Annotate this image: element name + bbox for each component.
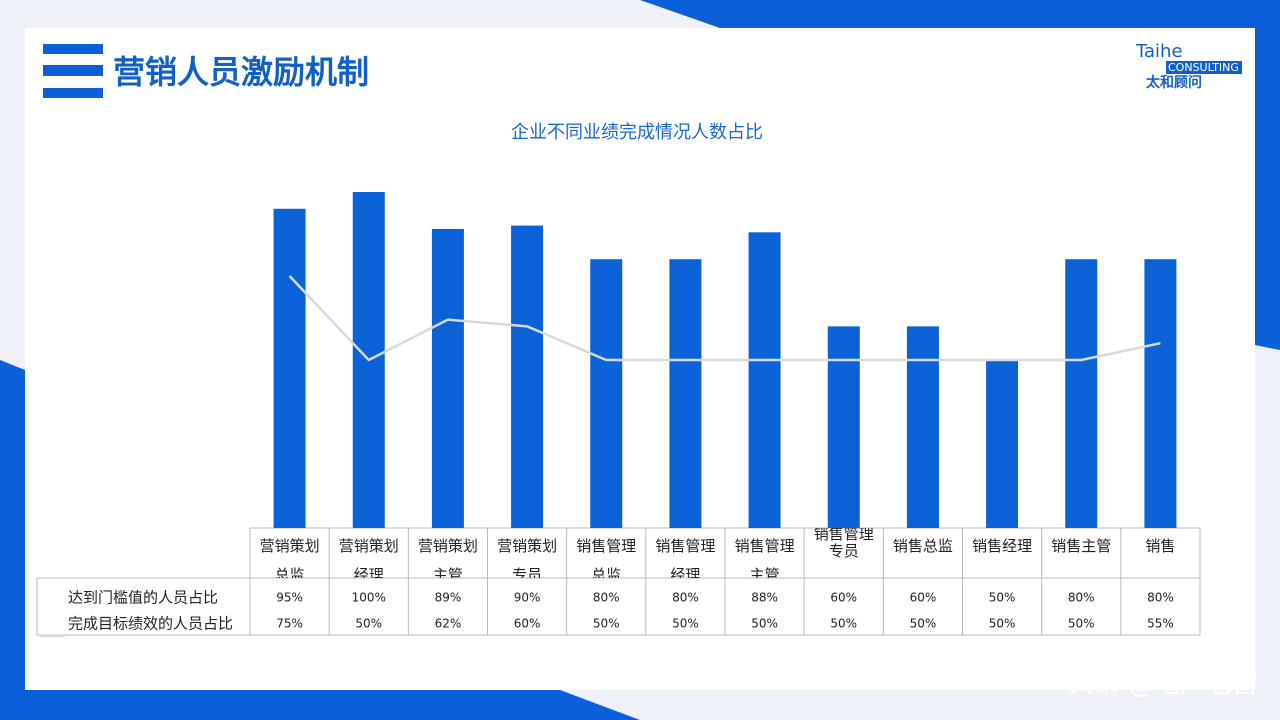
line <box>288 275 1161 362</box>
bar <box>1144 259 1177 528</box>
data-label: 50% <box>751 617 778 631</box>
bar <box>1065 259 1098 528</box>
category-cell: 销售管理主管 <box>734 537 795 578</box>
x-tick-label: 营销策划总监 <box>259 537 320 578</box>
x-tick-label: 销售 <box>1145 537 1176 555</box>
data-label: 90% <box>514 591 541 605</box>
category-cell: 销售总监 <box>892 537 953 555</box>
category-cell: 营销策划总监 <box>259 537 320 578</box>
category-cell: 销售管理经理 <box>655 537 716 578</box>
logo-name: Taihe <box>1135 41 1183 62</box>
category-cell: 营销策划主管 <box>417 537 478 578</box>
data-label: 75% <box>276 617 303 631</box>
category-cell: 营销策划专员 <box>497 537 558 578</box>
data-label: 80% <box>593 591 620 605</box>
chart-title: 企业不同业绩完成情况人数占比 <box>511 122 763 143</box>
category-cell: 销售管理专员 <box>813 528 874 560</box>
data-label: 50% <box>989 591 1016 605</box>
legend-label: 达到门槛值的人员占比 <box>68 589 218 607</box>
data-label: 55% <box>1147 617 1174 631</box>
x-tick-label: 销售经理 <box>972 537 1033 555</box>
category-cell: 营销策划经理 <box>338 537 399 578</box>
title-bar <box>43 65 103 76</box>
bar <box>431 228 464 528</box>
bar <box>827 326 860 528</box>
watermark: 头条 @地产老雷 <box>1068 670 1258 700</box>
category-cell: 销售管理总监 <box>576 537 637 578</box>
data-label: 80% <box>1147 591 1174 605</box>
data-label: 80% <box>672 591 699 605</box>
data-label: 50% <box>830 617 857 631</box>
slide-title: 营销人员激励机制 <box>113 53 369 91</box>
data-label: 50% <box>989 617 1016 631</box>
x-tick-label: 销售管理总监 <box>576 537 637 578</box>
data-label: 80% <box>1068 591 1095 605</box>
title-bar <box>43 44 103 54</box>
data-label: 60% <box>910 591 937 605</box>
category-cell: 销售 <box>1145 537 1176 555</box>
data-label: 50% <box>355 617 382 631</box>
x-tick-label: 营销策划经理 <box>338 537 399 578</box>
x-tick-label: 销售管理主管 <box>734 537 795 578</box>
logo-chinese: 太和顾问 <box>1146 74 1202 91</box>
data-label: 60% <box>514 617 541 631</box>
x-tick-label: 销售主管 <box>1051 537 1112 555</box>
data-label: 50% <box>1068 617 1095 631</box>
bar <box>669 259 702 528</box>
logo-tagline: CONSULTING <box>1168 61 1239 74</box>
x-tick-label: 营销策划专员 <box>497 537 558 578</box>
bar <box>748 232 781 528</box>
title-bar <box>43 88 103 98</box>
logo-band <box>1166 61 1242 74</box>
data-label: 50% <box>672 617 699 631</box>
bar <box>511 225 544 528</box>
data-label: 50% <box>910 617 937 631</box>
category-cell: 销售主管 <box>1051 537 1112 555</box>
x-tick-label: 销售总监 <box>892 537 953 555</box>
data-label: 62% <box>435 617 462 631</box>
x-tick-label: 营销策划主管 <box>417 537 478 578</box>
data-label: 60% <box>830 591 857 605</box>
data-label: 100% <box>352 591 386 605</box>
x-tick-label: 销售管理专员 <box>813 528 874 560</box>
data-label: 95% <box>276 591 303 605</box>
legend-label: 完成目标绩效的人员占比 <box>68 615 233 633</box>
bar <box>590 259 623 528</box>
category-cell: 销售经理 <box>972 537 1033 555</box>
x-tick-label: 销售管理经理 <box>655 537 716 578</box>
data-label: 89% <box>435 591 462 605</box>
data-label: 88% <box>751 591 778 605</box>
bar <box>986 360 1019 528</box>
bar <box>906 326 939 528</box>
bar <box>273 208 306 529</box>
data-label: 50% <box>593 617 620 631</box>
